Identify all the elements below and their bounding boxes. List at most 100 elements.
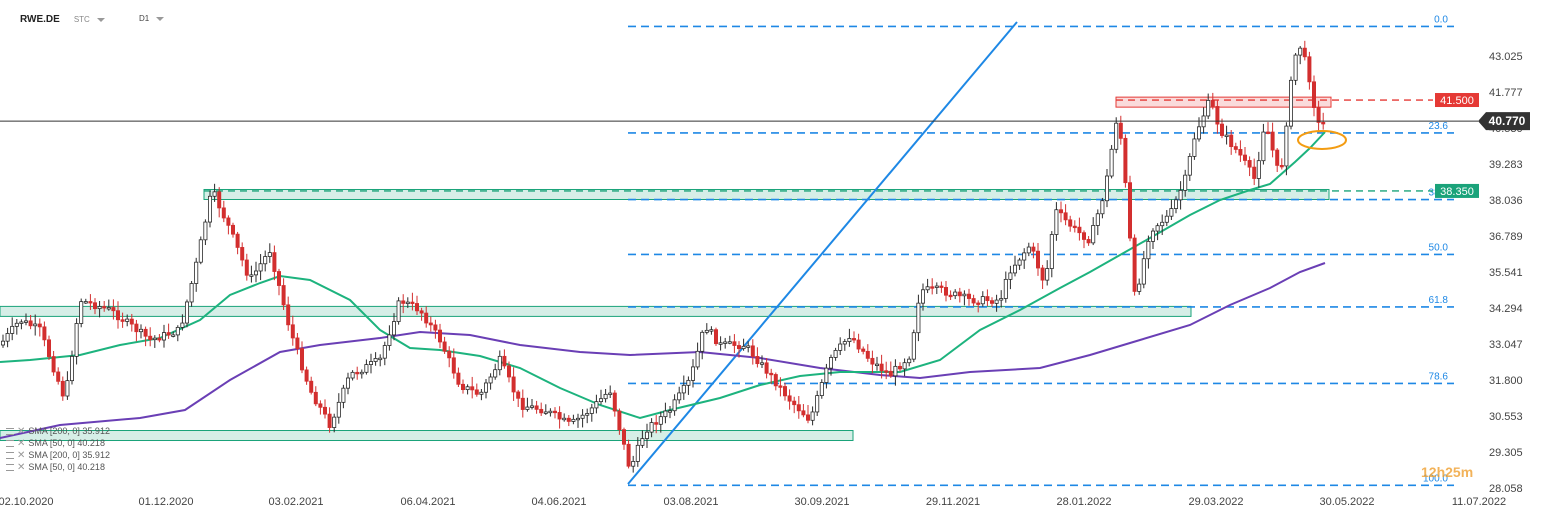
support-zone-low: [0, 430, 854, 442]
candle-body: [1123, 137, 1128, 184]
candle-body: [322, 406, 327, 415]
candle-body: [336, 401, 341, 418]
candle-body: [488, 376, 493, 384]
menu-icon[interactable]: [6, 427, 14, 435]
date-tick-label: 28.01.2022: [1056, 496, 1111, 508]
candle-body: [28, 320, 33, 327]
date-tick-label: 03.02.2021: [268, 496, 323, 508]
candle-body: [465, 386, 470, 391]
candle-body: [143, 328, 148, 337]
candle-body: [801, 410, 806, 416]
candle-body: [207, 195, 212, 223]
candle-body: [773, 374, 778, 387]
candle-body: [120, 319, 125, 322]
candle-body: [635, 444, 640, 462]
candle-body: [1164, 215, 1169, 223]
candle-body: [74, 323, 79, 357]
price-tick-label: 30.553: [1489, 411, 1523, 423]
candle-body: [332, 416, 337, 428]
menu-icon[interactable]: [6, 463, 14, 471]
fib-label: 61.8: [1429, 295, 1449, 306]
candle-body: [442, 341, 447, 352]
candle-body: [967, 293, 972, 299]
resistance-tag-label: 41.500: [1440, 95, 1474, 107]
legend-item[interactable]: ✕ SMA [200, 0] 35.912: [6, 449, 110, 461]
close-icon[interactable]: ✕: [17, 461, 26, 473]
candle-body: [65, 380, 70, 397]
candle-body: [888, 370, 893, 377]
candle-body: [299, 348, 304, 371]
legend-label: SMA [200, 0] 35.912: [28, 450, 110, 460]
legend-item[interactable]: ✕ SMA [50, 0] 40.218: [6, 437, 110, 449]
candle-body: [1210, 100, 1215, 107]
candle-body: [1003, 278, 1008, 299]
candle-body: [428, 322, 433, 326]
price-tick-label: 41.777: [1489, 87, 1523, 99]
candle-body: [276, 271, 281, 286]
candle-body: [355, 371, 360, 375]
candle-body: [364, 364, 369, 373]
candle-body: [691, 366, 696, 381]
candle-body: [79, 301, 84, 324]
candle-body: [1206, 100, 1211, 117]
candle-body: [309, 380, 314, 393]
candle-body: [796, 404, 801, 412]
candle-body: [543, 411, 548, 414]
candle-body: [617, 410, 622, 431]
menu-icon[interactable]: [6, 451, 14, 459]
candle-body: [180, 322, 185, 328]
close-icon[interactable]: ✕: [17, 425, 26, 437]
candle-body: [102, 306, 107, 309]
candle-body: [171, 334, 176, 337]
menu-icon[interactable]: [6, 439, 14, 447]
highlight-ellipse: [1297, 130, 1347, 150]
candle-body: [313, 391, 318, 405]
candle-body: [1266, 131, 1271, 134]
candle-body: [672, 399, 677, 412]
candle-body: [97, 306, 102, 310]
candle-body: [769, 372, 774, 376]
candle-body: [493, 369, 498, 378]
candle-body: [1137, 283, 1142, 292]
candle-body: [833, 350, 838, 358]
candle-body: [645, 431, 650, 439]
candle-body: [787, 395, 792, 402]
candle-body: [217, 191, 222, 209]
candle-body: [764, 362, 769, 374]
candle-body: [1008, 272, 1013, 280]
interval-selector[interactable]: D1: [139, 14, 165, 23]
price-tick-label: 39.283: [1489, 159, 1523, 171]
candle-body: [138, 328, 143, 333]
candle-body: [1178, 189, 1183, 201]
candle-body: [1063, 212, 1068, 221]
candle-body: [93, 302, 98, 310]
candle-body: [1118, 122, 1123, 139]
candle-body: [1215, 106, 1220, 125]
candle-body: [373, 358, 378, 362]
candle-body: [470, 386, 475, 391]
close-icon[interactable]: ✕: [17, 437, 26, 449]
candle-body: [1307, 56, 1312, 83]
candle-body: [240, 247, 245, 261]
candle-body: [244, 259, 249, 276]
candle-body: [1261, 131, 1266, 162]
close-icon[interactable]: ✕: [17, 449, 26, 461]
symbol-selector[interactable]: RWE.DE STC: [20, 14, 105, 25]
candle-body: [451, 357, 456, 374]
candle-body: [976, 302, 981, 305]
candle-body: [437, 329, 442, 343]
candle-body: [327, 413, 332, 428]
price-tick-label: 35.541: [1489, 267, 1523, 279]
candle-body: [474, 389, 479, 395]
legend-item[interactable]: ✕ SMA [50, 0] 40.218: [6, 461, 110, 473]
candle-body: [1059, 209, 1064, 214]
candle-body: [1275, 149, 1280, 166]
candle-body: [755, 356, 760, 365]
candle-body: [594, 401, 599, 409]
candle-body: [1100, 200, 1105, 215]
candle-body: [10, 325, 15, 334]
legend-item[interactable]: ✕ SMA [200, 0] 35.912: [6, 425, 110, 437]
candle-body: [405, 301, 410, 305]
